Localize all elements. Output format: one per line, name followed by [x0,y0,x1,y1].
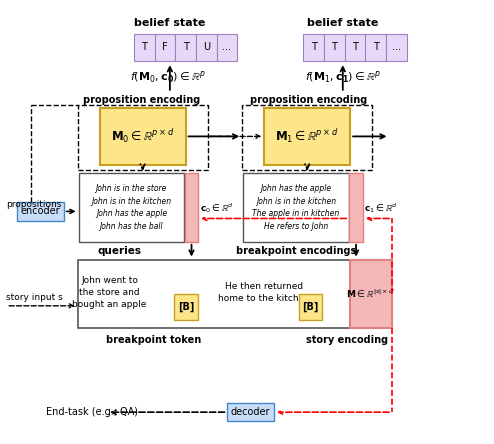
Text: $f(\mathbf{M}_1, \mathbf{c_1}) \in \mathbb{R}^p$: $f(\mathbf{M}_1, \mathbf{c_1}) \in \math… [305,69,381,85]
Bar [324,34,345,61]
Text: He then returned
home to the kitchen: He then returned home to the kitchen [218,282,310,303]
Bar [349,174,363,242]
Text: queries: queries [97,246,141,256]
Text: propositions: propositions [6,200,62,209]
Text: John is in the store
John is in the kitchen
John has the apple
John has the ball: John is in the store John is in the kitc… [91,184,171,231]
Text: ...: ... [222,42,231,52]
Bar [78,259,350,328]
Text: T: T [311,42,317,52]
Text: $f(\mathbf{M}_0, \mathbf{c_0}) \in \mathbb{R}^p$: $f(\mathbf{M}_0, \mathbf{c_0}) \in \math… [130,69,206,85]
Bar [227,403,274,421]
Bar [242,105,372,170]
Text: $\mathbf{c}_0 \in \mathbb{R}^d$: $\mathbf{c}_0 \in \mathbb{R}^d$ [200,201,234,215]
Bar [78,105,207,170]
Bar [155,34,175,61]
Bar [100,108,186,165]
Text: F: F [162,42,168,52]
Text: $\mathbf{c}_1 \in \mathbb{R}^d$: $\mathbf{c}_1 \in \mathbb{R}^d$ [365,201,398,215]
Bar [264,108,350,165]
Text: $\mathbf{M}_0 \in \mathbb{R}^{p\times d}$: $\mathbf{M}_0 \in \mathbb{R}^{p\times d}… [111,127,174,145]
Text: T: T [331,42,337,52]
Text: John has the apple
John is in the kitchen
The apple in in kitchen
He refers to J: John has the apple John is in the kitche… [252,184,339,231]
Text: $\mathbf{M}_1 \in \mathbb{R}^{p\times d}$: $\mathbf{M}_1 \in \mathbb{R}^{p\times d}… [275,127,339,145]
Bar [196,34,216,61]
Bar [303,34,324,61]
Bar [366,34,386,61]
Bar [185,174,199,242]
Text: T: T [141,42,147,52]
Bar [243,174,349,242]
Bar [79,174,184,242]
Text: ...: ... [392,42,401,52]
Bar [386,34,407,61]
Text: T: T [352,42,358,52]
Bar [174,294,198,320]
Bar [175,34,196,61]
Bar [345,34,366,61]
Text: [B]: [B] [178,302,194,312]
Bar [17,202,64,221]
Text: End-task (e.g., QA): End-task (e.g., QA) [45,407,138,417]
Text: U: U [203,42,210,52]
Text: T: T [373,42,378,52]
Text: T: T [183,42,189,52]
Text: belief state: belief state [134,18,206,28]
Text: John went to
the store and
bought an apple: John went to the store and bought an app… [72,276,147,309]
Text: $\mathbf{M} \in \mathbb{R}^{|s|\times d'}$: $\mathbf{M} \in \mathbb{R}^{|s|\times d'… [346,288,396,300]
Text: story input s: story input s [6,293,63,302]
Bar [216,34,237,61]
Text: decoder: decoder [231,407,270,417]
Text: breakpoint encodings: breakpoint encodings [236,246,356,256]
Text: encoder: encoder [21,206,60,216]
Bar [298,294,322,320]
Text: proposition encoding: proposition encoding [250,95,367,105]
Text: [B]: [B] [302,302,319,312]
Bar [350,259,392,328]
Text: story encoding: story encoding [306,335,388,345]
Text: belief state: belief state [307,18,378,28]
Text: proposition encoding: proposition encoding [83,95,200,105]
Bar [134,34,155,61]
Text: breakpoint token: breakpoint token [106,335,201,345]
